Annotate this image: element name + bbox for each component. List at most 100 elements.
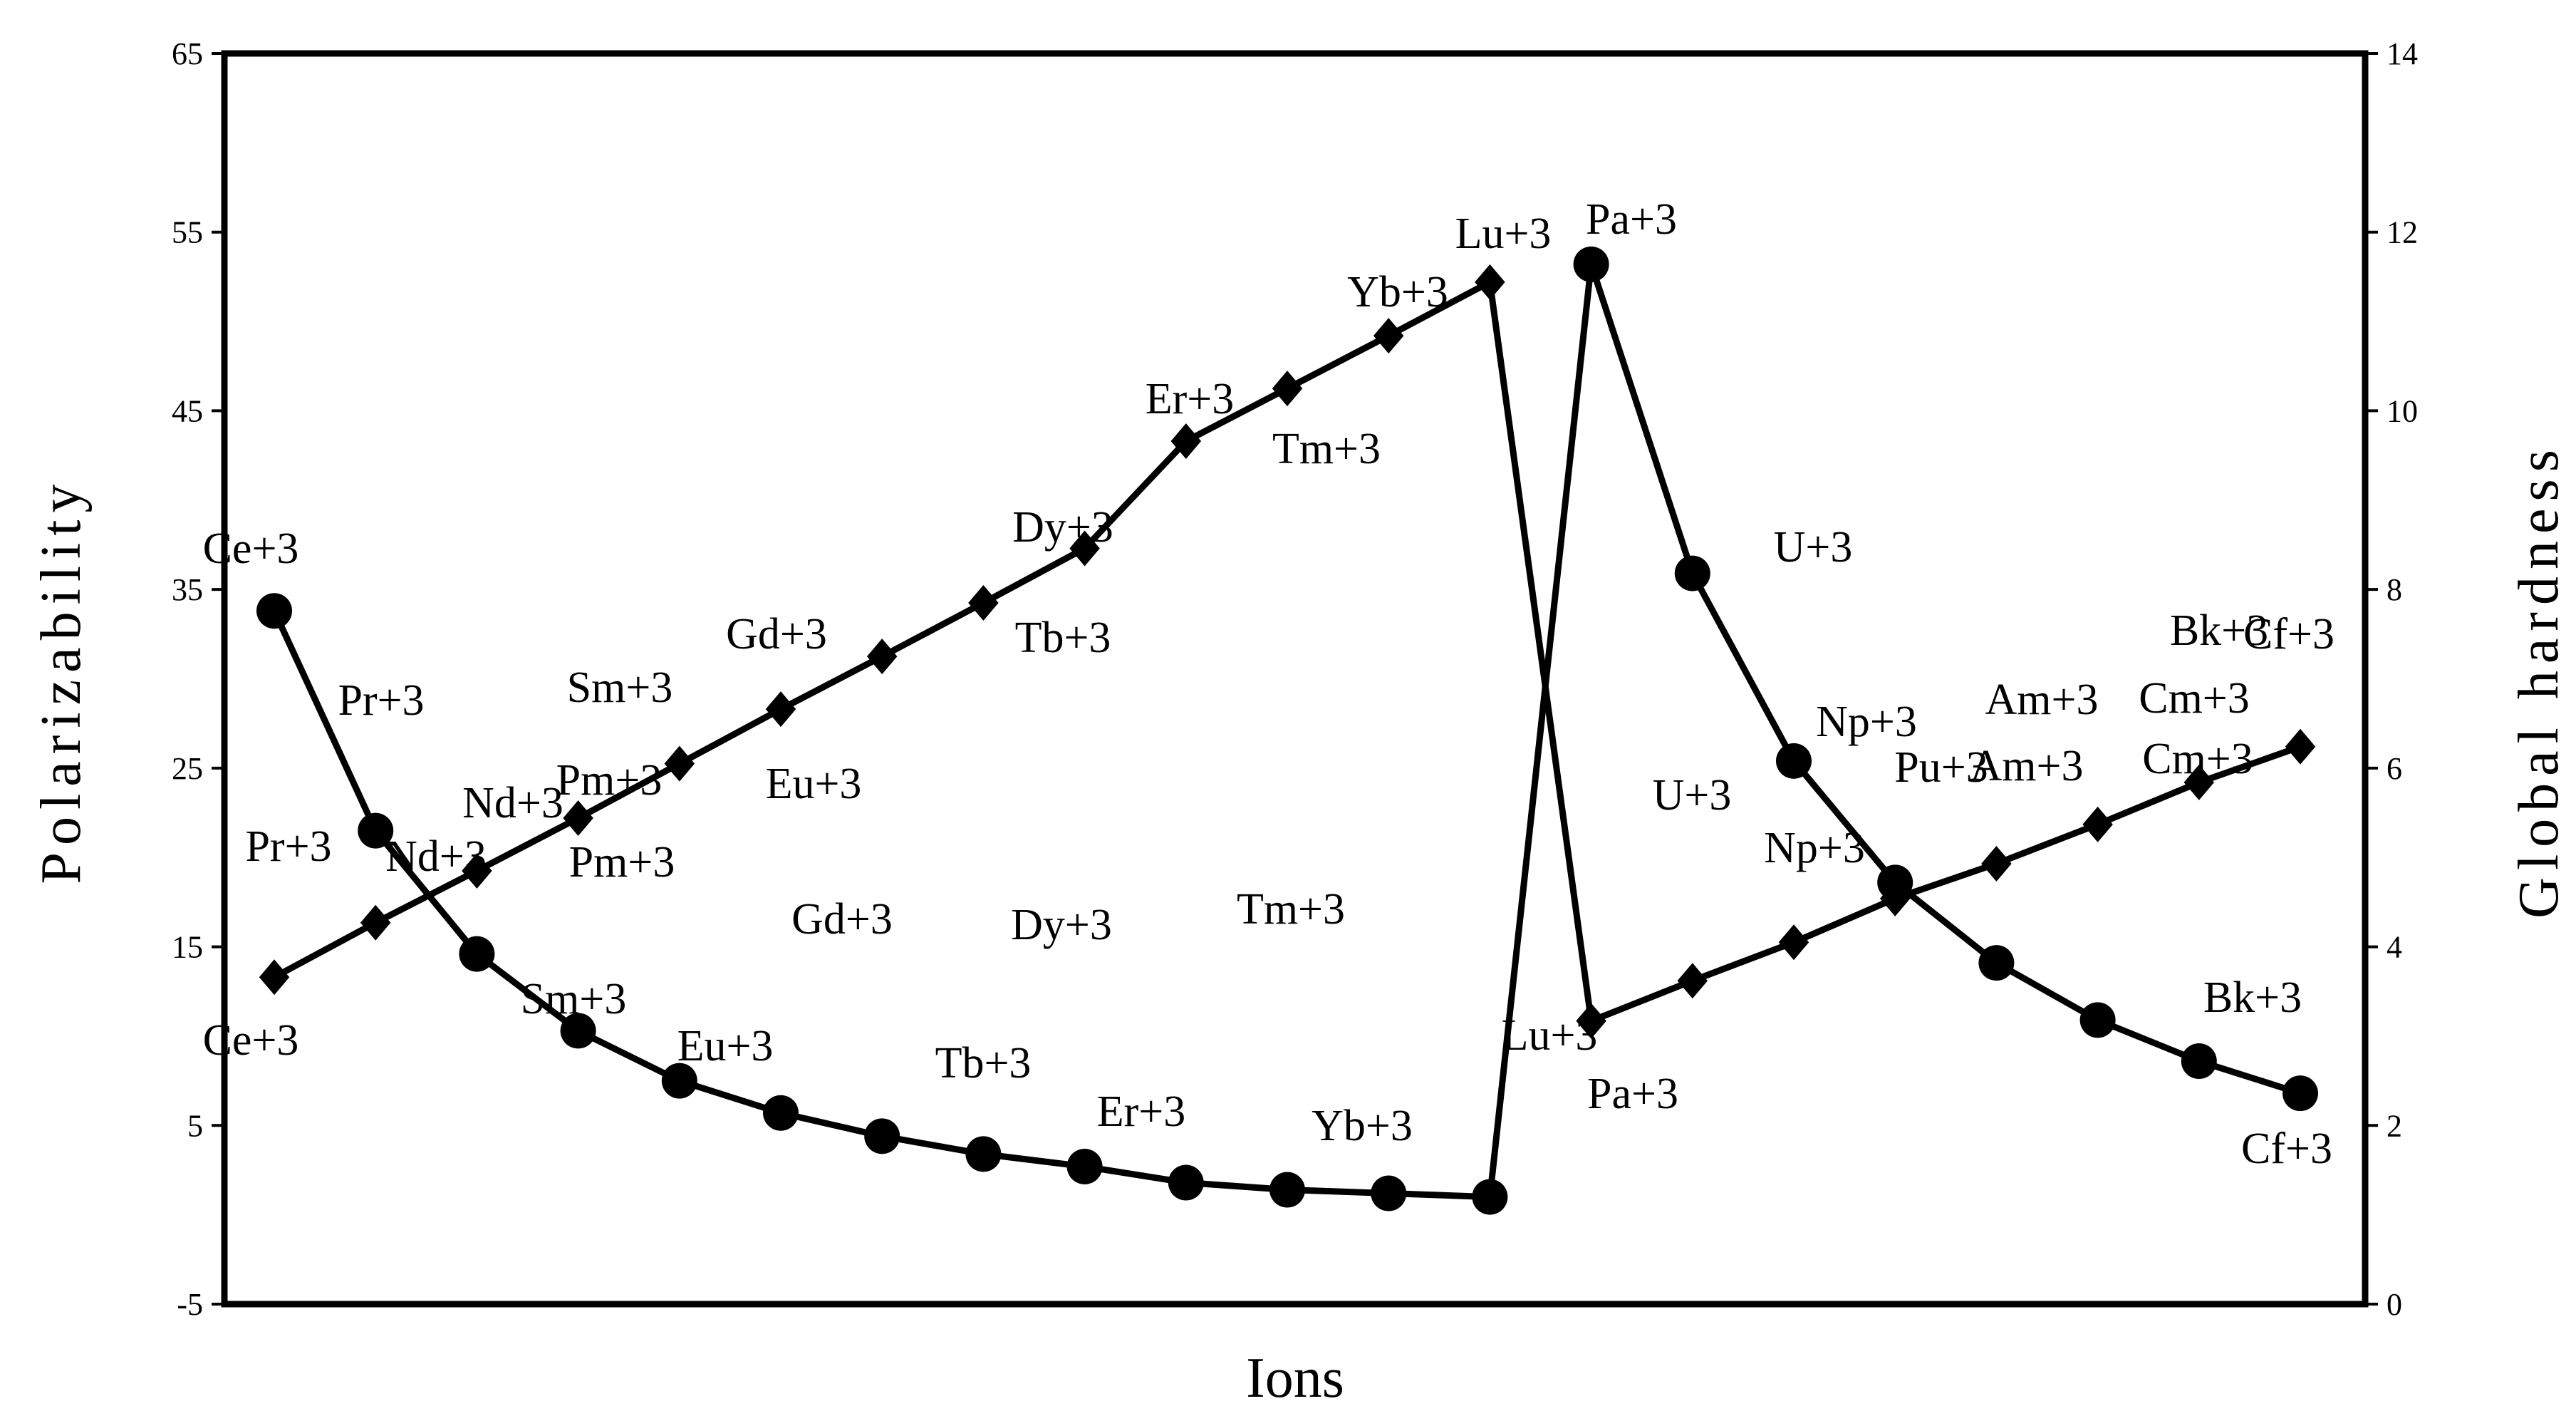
y-tick-label-right: 8 bbox=[2387, 572, 2402, 607]
point-label: U+3 bbox=[1774, 523, 1853, 572]
hardness-point bbox=[1677, 963, 1708, 999]
hardness-point bbox=[1170, 423, 1202, 460]
point-label: Bk+3 bbox=[2170, 606, 2268, 655]
hardness-point bbox=[1373, 318, 1404, 354]
y-tick-label-left: 35 bbox=[172, 572, 203, 607]
point-label: Eu+3 bbox=[677, 1022, 774, 1070]
hardness-point bbox=[1981, 845, 2012, 882]
point-label: Er+3 bbox=[1146, 375, 1234, 423]
point-label: Lu+3 bbox=[1502, 1011, 1598, 1060]
y-tick-label-left: 5 bbox=[187, 1108, 203, 1143]
y-tick-label-left: 65 bbox=[172, 36, 203, 71]
point-label: Np+3 bbox=[1764, 824, 1865, 872]
polarizability-point bbox=[763, 1095, 799, 1131]
polarizability-point bbox=[2181, 1043, 2217, 1080]
hardness-point bbox=[360, 904, 391, 941]
hardness-point bbox=[1778, 924, 1809, 961]
y-tick-label-left: -5 bbox=[177, 1287, 203, 1322]
point-label: Pa+3 bbox=[1587, 1070, 1678, 1118]
point-label: Pm+3 bbox=[556, 756, 663, 805]
y-tick-label-right: 4 bbox=[2387, 930, 2402, 965]
point-label: Gd+3 bbox=[791, 895, 893, 944]
y-tick-label-left: 45 bbox=[172, 393, 203, 428]
point-label: Cm+3 bbox=[2139, 674, 2250, 723]
point-label: Eu+3 bbox=[766, 760, 862, 808]
point-label: Sm+3 bbox=[567, 663, 673, 712]
polarizability-point bbox=[358, 812, 394, 849]
polarizability-point bbox=[459, 936, 495, 972]
hardness-point bbox=[1069, 530, 1100, 567]
point-label: Tm+3 bbox=[1237, 885, 1345, 934]
polarizability-point bbox=[1776, 743, 1812, 779]
point-label: Tm+3 bbox=[1272, 425, 1381, 473]
hardness-point bbox=[2285, 728, 2316, 765]
point-label: Gd+3 bbox=[726, 610, 827, 658]
polarizability-point bbox=[1472, 1179, 1508, 1215]
hardness-point bbox=[2082, 806, 2113, 842]
point-label: Ce+3 bbox=[203, 1016, 299, 1065]
y-axis-title-right: Global hardness bbox=[2508, 443, 2570, 919]
point-label: Tb+3 bbox=[935, 1039, 1032, 1087]
y-tick-label-right: 6 bbox=[2387, 751, 2402, 786]
point-label: Sm+3 bbox=[521, 975, 627, 1023]
y-tick-label-left: 55 bbox=[172, 215, 203, 250]
hardness-point bbox=[1475, 264, 1505, 300]
hardness-point bbox=[563, 800, 593, 837]
y-tick-label-right: 10 bbox=[2387, 393, 2418, 428]
polarizability-point bbox=[965, 1136, 1002, 1172]
hardness-point bbox=[968, 584, 999, 621]
left-axis-ticks: -5 5 15 25 35 45 55 65 bbox=[172, 36, 224, 1322]
hardness-point bbox=[866, 639, 898, 675]
point-label: U+3 bbox=[1653, 771, 1732, 820]
y-tick-label-right: 0 bbox=[2387, 1287, 2402, 1322]
plot-frame bbox=[221, 50, 2369, 1308]
right-axis-ticks: 0 2 4 6 8 10 12 14 bbox=[2365, 36, 2418, 1322]
point-label: Bk+3 bbox=[2203, 973, 2302, 1022]
polarizability-point bbox=[1269, 1172, 1305, 1208]
y-tick-label-right: 2 bbox=[2387, 1108, 2402, 1143]
point-label: Dy+3 bbox=[1011, 901, 1112, 949]
point-label: Ce+3 bbox=[203, 524, 299, 573]
point-label: Nd+3 bbox=[462, 779, 564, 827]
point-label: Np+3 bbox=[1816, 698, 1917, 746]
point-label: Pr+3 bbox=[245, 822, 331, 871]
point-label: Tb+3 bbox=[1015, 614, 1111, 662]
point-label: Yb+3 bbox=[1312, 1102, 1413, 1150]
point-label: Cf+3 bbox=[2243, 610, 2334, 658]
polarizability-point bbox=[1573, 246, 1609, 282]
point-label: Nd+3 bbox=[385, 832, 487, 881]
y-tick-label-left: 15 bbox=[172, 930, 203, 965]
point-label: Yb+3 bbox=[1347, 268, 1448, 316]
point-label: Am+3 bbox=[1970, 742, 2084, 790]
polarizability-point bbox=[2079, 1002, 2116, 1038]
point-label: Dy+3 bbox=[1012, 503, 1113, 552]
y-tick-label-left: 25 bbox=[172, 751, 203, 786]
point-label: Pu+3 bbox=[1894, 743, 1988, 792]
y-axis-title-left: Polarizability bbox=[30, 477, 93, 884]
point-labels: Ce+3Pr+3Nd+3 Pm+3Sm+3Eu+3Gd+3Tb+3Dy+3Er+3… bbox=[203, 195, 2334, 1173]
series-layer bbox=[256, 246, 2318, 1215]
point-label: Pa+3 bbox=[1586, 195, 1677, 244]
point-label: Cf+3 bbox=[2241, 1125, 2332, 1173]
polarizability-point bbox=[1168, 1164, 1204, 1201]
polarizability-point bbox=[256, 593, 292, 629]
point-label: Pr+3 bbox=[338, 676, 424, 725]
polarizability-point bbox=[661, 1063, 697, 1099]
hardness-point bbox=[664, 745, 695, 782]
polarizability-point bbox=[1674, 555, 1710, 591]
hardness-point bbox=[1879, 880, 1911, 916]
point-label: Am+3 bbox=[1985, 676, 2099, 724]
polarizability-point bbox=[2282, 1075, 2318, 1112]
hardness-point bbox=[259, 959, 290, 996]
hardness-point bbox=[462, 853, 492, 889]
x-axis-title: Ions bbox=[1246, 1347, 1344, 1410]
polarizability-point bbox=[1371, 1175, 1407, 1211]
hardness-point bbox=[1272, 371, 1303, 407]
point-label: Er+3 bbox=[1097, 1087, 1185, 1136]
polarizability-point bbox=[1978, 945, 2015, 981]
polarizability-point bbox=[560, 1013, 596, 1049]
hardness-point bbox=[2183, 764, 2215, 800]
y-tick-label-right: 12 bbox=[2387, 215, 2418, 250]
polarizability-point bbox=[1066, 1148, 1103, 1184]
